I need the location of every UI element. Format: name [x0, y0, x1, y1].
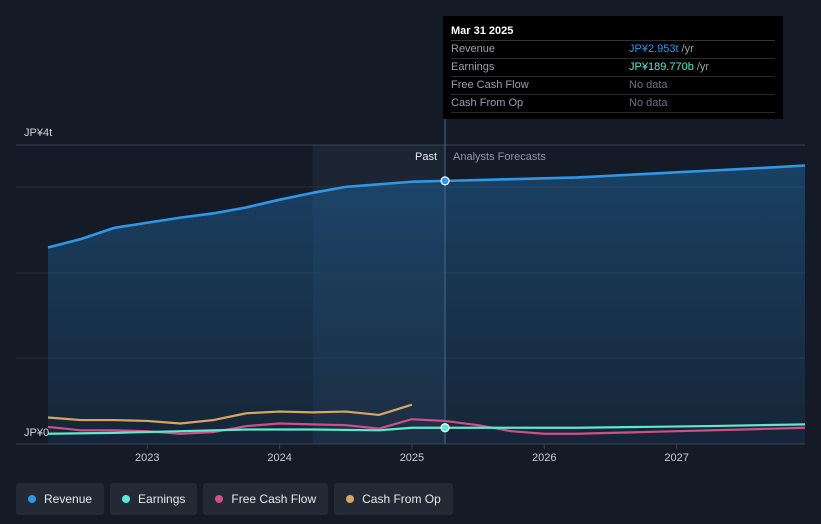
- x-axis-ticks: 2023 2024 2025 2026 2027: [135, 444, 689, 464]
- series-lines: [47, 164, 806, 435]
- x-tick-label: 2025: [400, 452, 424, 464]
- tooltip-unit: /yr: [681, 43, 694, 55]
- revenue-line: [47, 164, 806, 249]
- legend-label: Earnings: [138, 492, 186, 506]
- tooltip-row-cash-from-op: Cash From Op No data: [451, 95, 775, 113]
- legend-label: Revenue: [44, 492, 93, 506]
- tooltip-value: JP¥2.953t: [629, 43, 679, 55]
- legend-item-earnings[interactable]: Earnings: [110, 483, 198, 515]
- y-axis-bottom-label: JP¥0: [24, 427, 49, 439]
- legend-item-cash-from-op[interactable]: Cash From Op: [334, 483, 453, 515]
- legend-item-free-cash-flow[interactable]: Free Cash Flow: [203, 483, 329, 515]
- x-tick-label: 2023: [135, 452, 159, 464]
- tooltip-value: No data: [629, 79, 668, 91]
- x-tick-label: 2026: [532, 452, 556, 464]
- legend-dot-icon: [346, 495, 355, 503]
- tooltip-row-revenue: Revenue JP¥2.953t /yr: [451, 41, 775, 59]
- legend-dot-icon: [122, 495, 131, 503]
- legend-dot-icon: [215, 495, 224, 503]
- tooltip-label: Cash From Op: [451, 97, 524, 109]
- x-tick-label: 2024: [267, 452, 291, 464]
- revenue-point: [440, 176, 450, 186]
- tooltip-label: Revenue: [451, 43, 496, 55]
- earnings-line: [47, 423, 806, 435]
- tooltip-label: Free Cash Flow: [451, 79, 529, 91]
- tooltip-label: Earnings: [451, 61, 495, 73]
- legend-label: Cash From Op: [362, 492, 441, 506]
- cash-from-op-line: [47, 403, 413, 425]
- tooltip: Mar 31 2025 Revenue JP¥2.953t /yr Earnin…: [443, 16, 783, 119]
- tooltip-date: Mar 31 2025: [451, 22, 775, 41]
- x-tick-label: 2027: [664, 452, 688, 464]
- tooltip-row-free-cash-flow: Free Cash Flow No data: [451, 77, 775, 95]
- past-label: Past: [415, 151, 437, 163]
- y-axis-top-label: JP¥4t: [24, 127, 52, 139]
- chart: Past Analysts Forecasts JP¥4t JP¥0 2023 2…: [16, 96, 806, 464]
- legend-label: Free Cash Flow: [231, 492, 317, 506]
- tooltip-value: No data: [629, 97, 668, 109]
- revenue-area: [48, 165, 805, 444]
- highlight-markers: [440, 176, 450, 433]
- tooltip-value: JP¥189.770b: [629, 61, 694, 73]
- tooltip-unit: /yr: [696, 61, 710, 73]
- legend-item-revenue[interactable]: Revenue: [16, 483, 105, 515]
- tooltip-row-earnings: Earnings JP¥189.770b /yr: [451, 59, 775, 77]
- forecast-label: Analysts Forecasts: [453, 151, 546, 163]
- legend-dot-icon: [28, 495, 36, 503]
- legend: Revenue Earnings Free Cash Flow Cash Fro…: [16, 483, 453, 515]
- earnings-point: [440, 423, 450, 433]
